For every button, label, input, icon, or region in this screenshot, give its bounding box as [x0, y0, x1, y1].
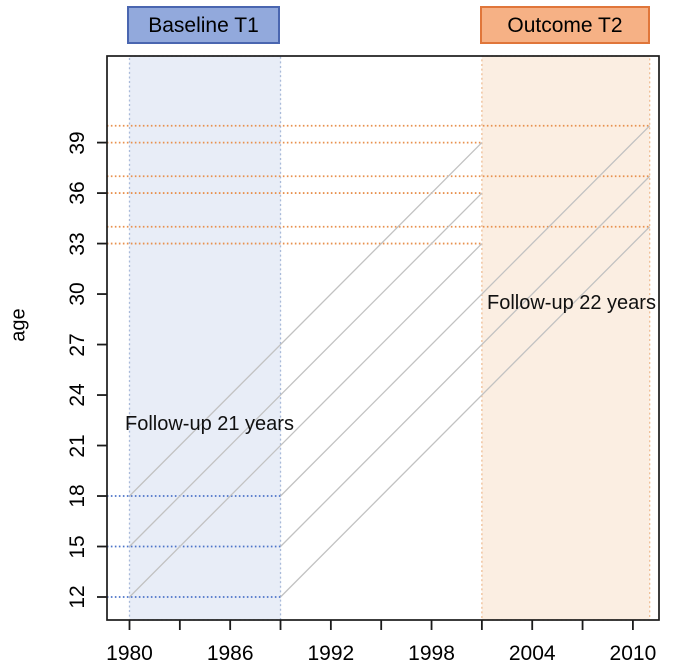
y-tick-label-24: 24 — [66, 383, 89, 407]
baseline-t1-label: Baseline T1 — [148, 13, 259, 37]
x-tick-label-2004: 2004 — [508, 642, 556, 665]
y-tick-label-21: 21 — [66, 433, 89, 458]
outcome-t2-header: Outcome T2 — [480, 6, 650, 44]
y-tick-label-36: 36 — [66, 181, 89, 205]
x-tick-label-2010: 2010 — [609, 642, 657, 665]
outcome-t2-label: Outcome T2 — [507, 13, 623, 37]
plot-border — [106, 55, 660, 621]
cohort-line-1980-age12 — [129, 243, 483, 598]
cohort-line-1989-age15 — [280, 175, 651, 547]
y-tick-label-18: 18 — [66, 484, 89, 508]
y-tick-label-12: 12 — [66, 585, 89, 609]
y-tick-label-30: 30 — [66, 282, 89, 306]
y-axis-title: age — [7, 308, 30, 342]
cohort-line-1980-age15 — [129, 192, 483, 547]
y-tick-label-15: 15 — [66, 534, 89, 559]
x-tick-label-1986: 1986 — [206, 642, 254, 665]
followup-22-years-annotation: Follow-up 22 years — [487, 292, 656, 314]
baseline-t1-header: Baseline T1 — [127, 6, 280, 44]
cohort-line-1980-age18 — [129, 142, 483, 497]
cohort-line-1989-age18 — [280, 125, 651, 497]
y-tick-label-33: 33 — [66, 231, 89, 256]
followup-21-years-annotation: Follow-up 21 years — [125, 413, 294, 435]
y-tick-label-39: 39 — [66, 130, 89, 155]
outcome-period-region — [481, 55, 651, 621]
cohort-line-1989-age12 — [280, 226, 651, 598]
x-tick-label-1992: 1992 — [307, 642, 355, 665]
baseline-period-region — [128, 55, 282, 621]
y-tick-label-27: 27 — [66, 332, 89, 357]
x-tick-label-1980: 1980 — [106, 642, 153, 665]
x-tick-label-1998: 1998 — [408, 642, 455, 665]
